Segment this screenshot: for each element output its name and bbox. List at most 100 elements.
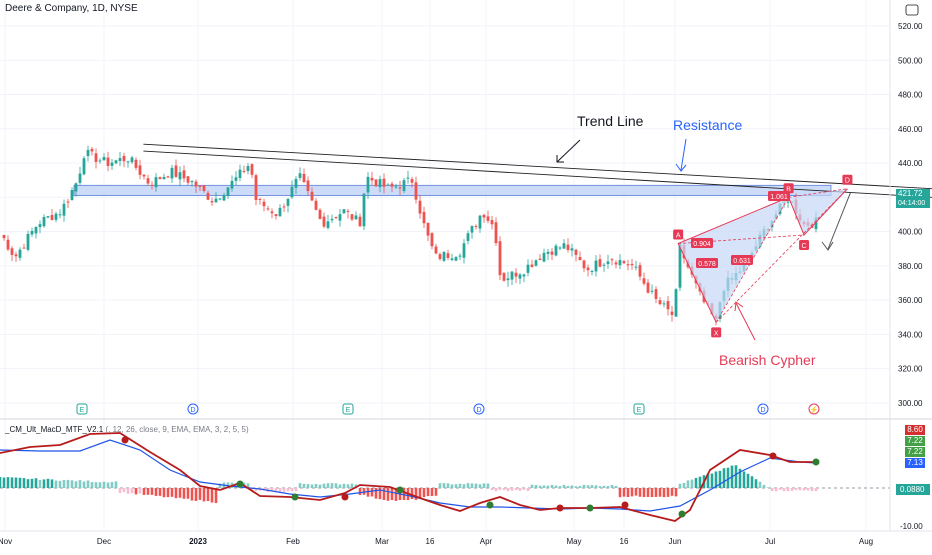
cypher-point-B	[783, 183, 794, 194]
resistance-label: Resistance	[673, 117, 742, 133]
candle-body	[202, 185, 206, 191]
candle-body	[326, 221, 330, 228]
event-earnings-marker	[633, 403, 645, 415]
macd-histogram-bar	[718, 470, 722, 488]
candle-body	[494, 222, 498, 244]
event-earnings-marker	[76, 403, 88, 415]
candle-body	[626, 264, 630, 266]
macd-histogram-bar	[250, 488, 254, 491]
candle-body	[62, 203, 66, 216]
macd-histogram-bar	[94, 482, 98, 488]
macd-histogram-bar	[814, 488, 818, 492]
candle-body	[558, 247, 562, 249]
macd-histogram-bar	[54, 480, 58, 488]
event-label: E	[637, 407, 642, 414]
macd-histogram-bar	[714, 471, 718, 488]
macd-histogram-bar	[678, 483, 682, 488]
candle-body	[250, 164, 254, 175]
macd-histogram-bar	[18, 477, 22, 488]
macd-histogram-bar	[698, 476, 702, 488]
macd-histogram-bar	[478, 484, 482, 488]
macd-histogram-bar	[554, 485, 558, 488]
candle-body	[454, 257, 458, 261]
macd-histogram-bar	[778, 488, 782, 490]
macd-indicator-title[interactable]: _CM_Ult_MacD_MTF_V2.1 (, 12, 26, close, …	[5, 425, 249, 434]
macd-histogram-bar	[562, 484, 566, 488]
macd-histogram-bar	[734, 465, 738, 488]
candle-body	[522, 274, 526, 277]
macd-histogram-bar	[22, 478, 26, 488]
event-label: E	[80, 407, 85, 414]
candle-body	[562, 243, 566, 249]
macd-histogram-bar	[190, 488, 194, 501]
candle-body	[222, 195, 226, 201]
macd-histogram-bar	[802, 488, 806, 491]
macd-histogram-bar	[514, 488, 518, 491]
pattern-arrowhead	[734, 301, 744, 312]
candle-body	[450, 258, 454, 260]
candle-body	[226, 187, 230, 197]
macd-histogram-bar	[758, 481, 762, 488]
candle-body	[474, 225, 478, 227]
event-label: ⚡	[810, 405, 819, 414]
candle-body	[570, 248, 574, 251]
macd-histogram-bar	[46, 478, 50, 488]
macd-histogram-bar	[546, 485, 550, 488]
macd-cross-marker	[396, 486, 404, 494]
candle-body	[294, 178, 298, 188]
macd-histogram-bar	[602, 485, 606, 488]
cypher-ratio-3: 1.061	[770, 194, 788, 201]
candle-body	[346, 210, 350, 212]
macd-histogram-bar	[358, 488, 362, 496]
macd-histogram-bar	[310, 484, 314, 488]
candle-body	[434, 246, 438, 254]
macd-histogram-bar	[370, 488, 374, 497]
macd-histogram-bar	[542, 485, 546, 488]
macd-histogram-bar	[82, 481, 86, 488]
macd-histogram-bar	[10, 477, 14, 488]
candle-body	[590, 270, 594, 272]
candle-body	[662, 303, 666, 305]
macd-histogram-bar	[722, 468, 726, 488]
candle-body	[362, 193, 366, 227]
macd-histogram-bar	[150, 488, 154, 495]
macd-cross-marker	[341, 493, 349, 501]
candle-body	[350, 214, 354, 220]
macd-histogram-bar	[390, 488, 394, 501]
macd-histogram-bar	[274, 488, 278, 491]
candle-body	[638, 265, 642, 277]
macd-histogram-bar	[618, 488, 622, 498]
candle-body	[6, 239, 10, 250]
event-label: D	[476, 407, 481, 414]
candle-body	[370, 177, 374, 181]
cypher-ratio-box-4	[731, 255, 753, 265]
macd-histogram-bar	[214, 488, 218, 504]
macd-histogram-bar	[782, 488, 786, 492]
macd-histogram-bar	[770, 488, 774, 492]
macd-signal-line	[0, 439, 817, 512]
candle-body	[178, 172, 182, 180]
macd-histogram-bar	[474, 483, 478, 488]
candle-body	[90, 148, 94, 152]
candle-body	[542, 252, 546, 262]
candle-body	[410, 179, 414, 183]
candle-body	[30, 230, 34, 235]
macd-histogram-bar	[38, 479, 42, 488]
macd-params: (, 12, 26, close, 9, EMA, EMA, 3, 2, 5, …	[105, 425, 249, 434]
price-axis-label: 400.00	[898, 228, 923, 237]
macd-histogram-bar	[126, 488, 130, 494]
candle-body	[158, 177, 162, 180]
macd-histogram-bar	[810, 488, 814, 492]
macd-histogram-bar	[58, 480, 62, 488]
macd-histogram-bar	[502, 488, 506, 491]
macd-histogram-bar	[418, 488, 422, 499]
cypher-ratio-box-3	[768, 191, 790, 201]
cypher-label-A: A	[676, 233, 681, 240]
candle-body	[518, 274, 522, 279]
macd-histogram-bar	[362, 488, 366, 495]
candle-body	[34, 226, 38, 234]
chart-title: Deere & Company, 1D, NYSE	[5, 3, 138, 14]
macd-histogram-bar	[438, 483, 442, 488]
